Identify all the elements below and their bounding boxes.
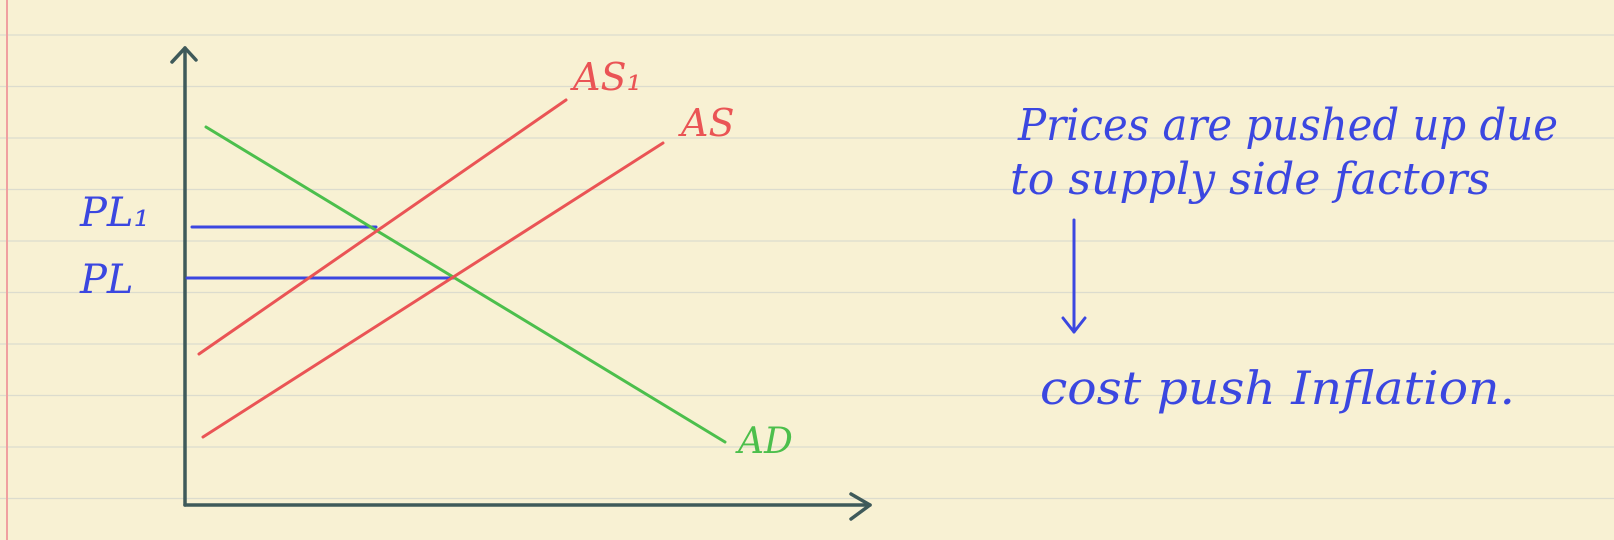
- ruled-lines: [0, 34, 1614, 500]
- axes: [170, 46, 872, 521]
- conclusion-text: cost push Inflation.: [1040, 361, 1515, 415]
- ad-curve: [204, 125, 727, 444]
- as1-curve: [197, 98, 568, 356]
- as-label: AS: [678, 101, 734, 145]
- ad-label: AD: [735, 421, 793, 462]
- as-curve: [201, 141, 665, 439]
- x-axis-arrowhead: [849, 492, 872, 521]
- y-axis-arrowhead: [170, 46, 198, 64]
- note-line-2: to supply side factors: [1010, 154, 1490, 205]
- down-arrow-icon: [1061, 218, 1087, 334]
- note-line-1: Prices are pushed up due: [1017, 100, 1558, 151]
- pl-label: PL: [79, 257, 133, 303]
- as1-label: AS₁: [570, 55, 642, 99]
- pl1-label: PL₁: [79, 190, 150, 236]
